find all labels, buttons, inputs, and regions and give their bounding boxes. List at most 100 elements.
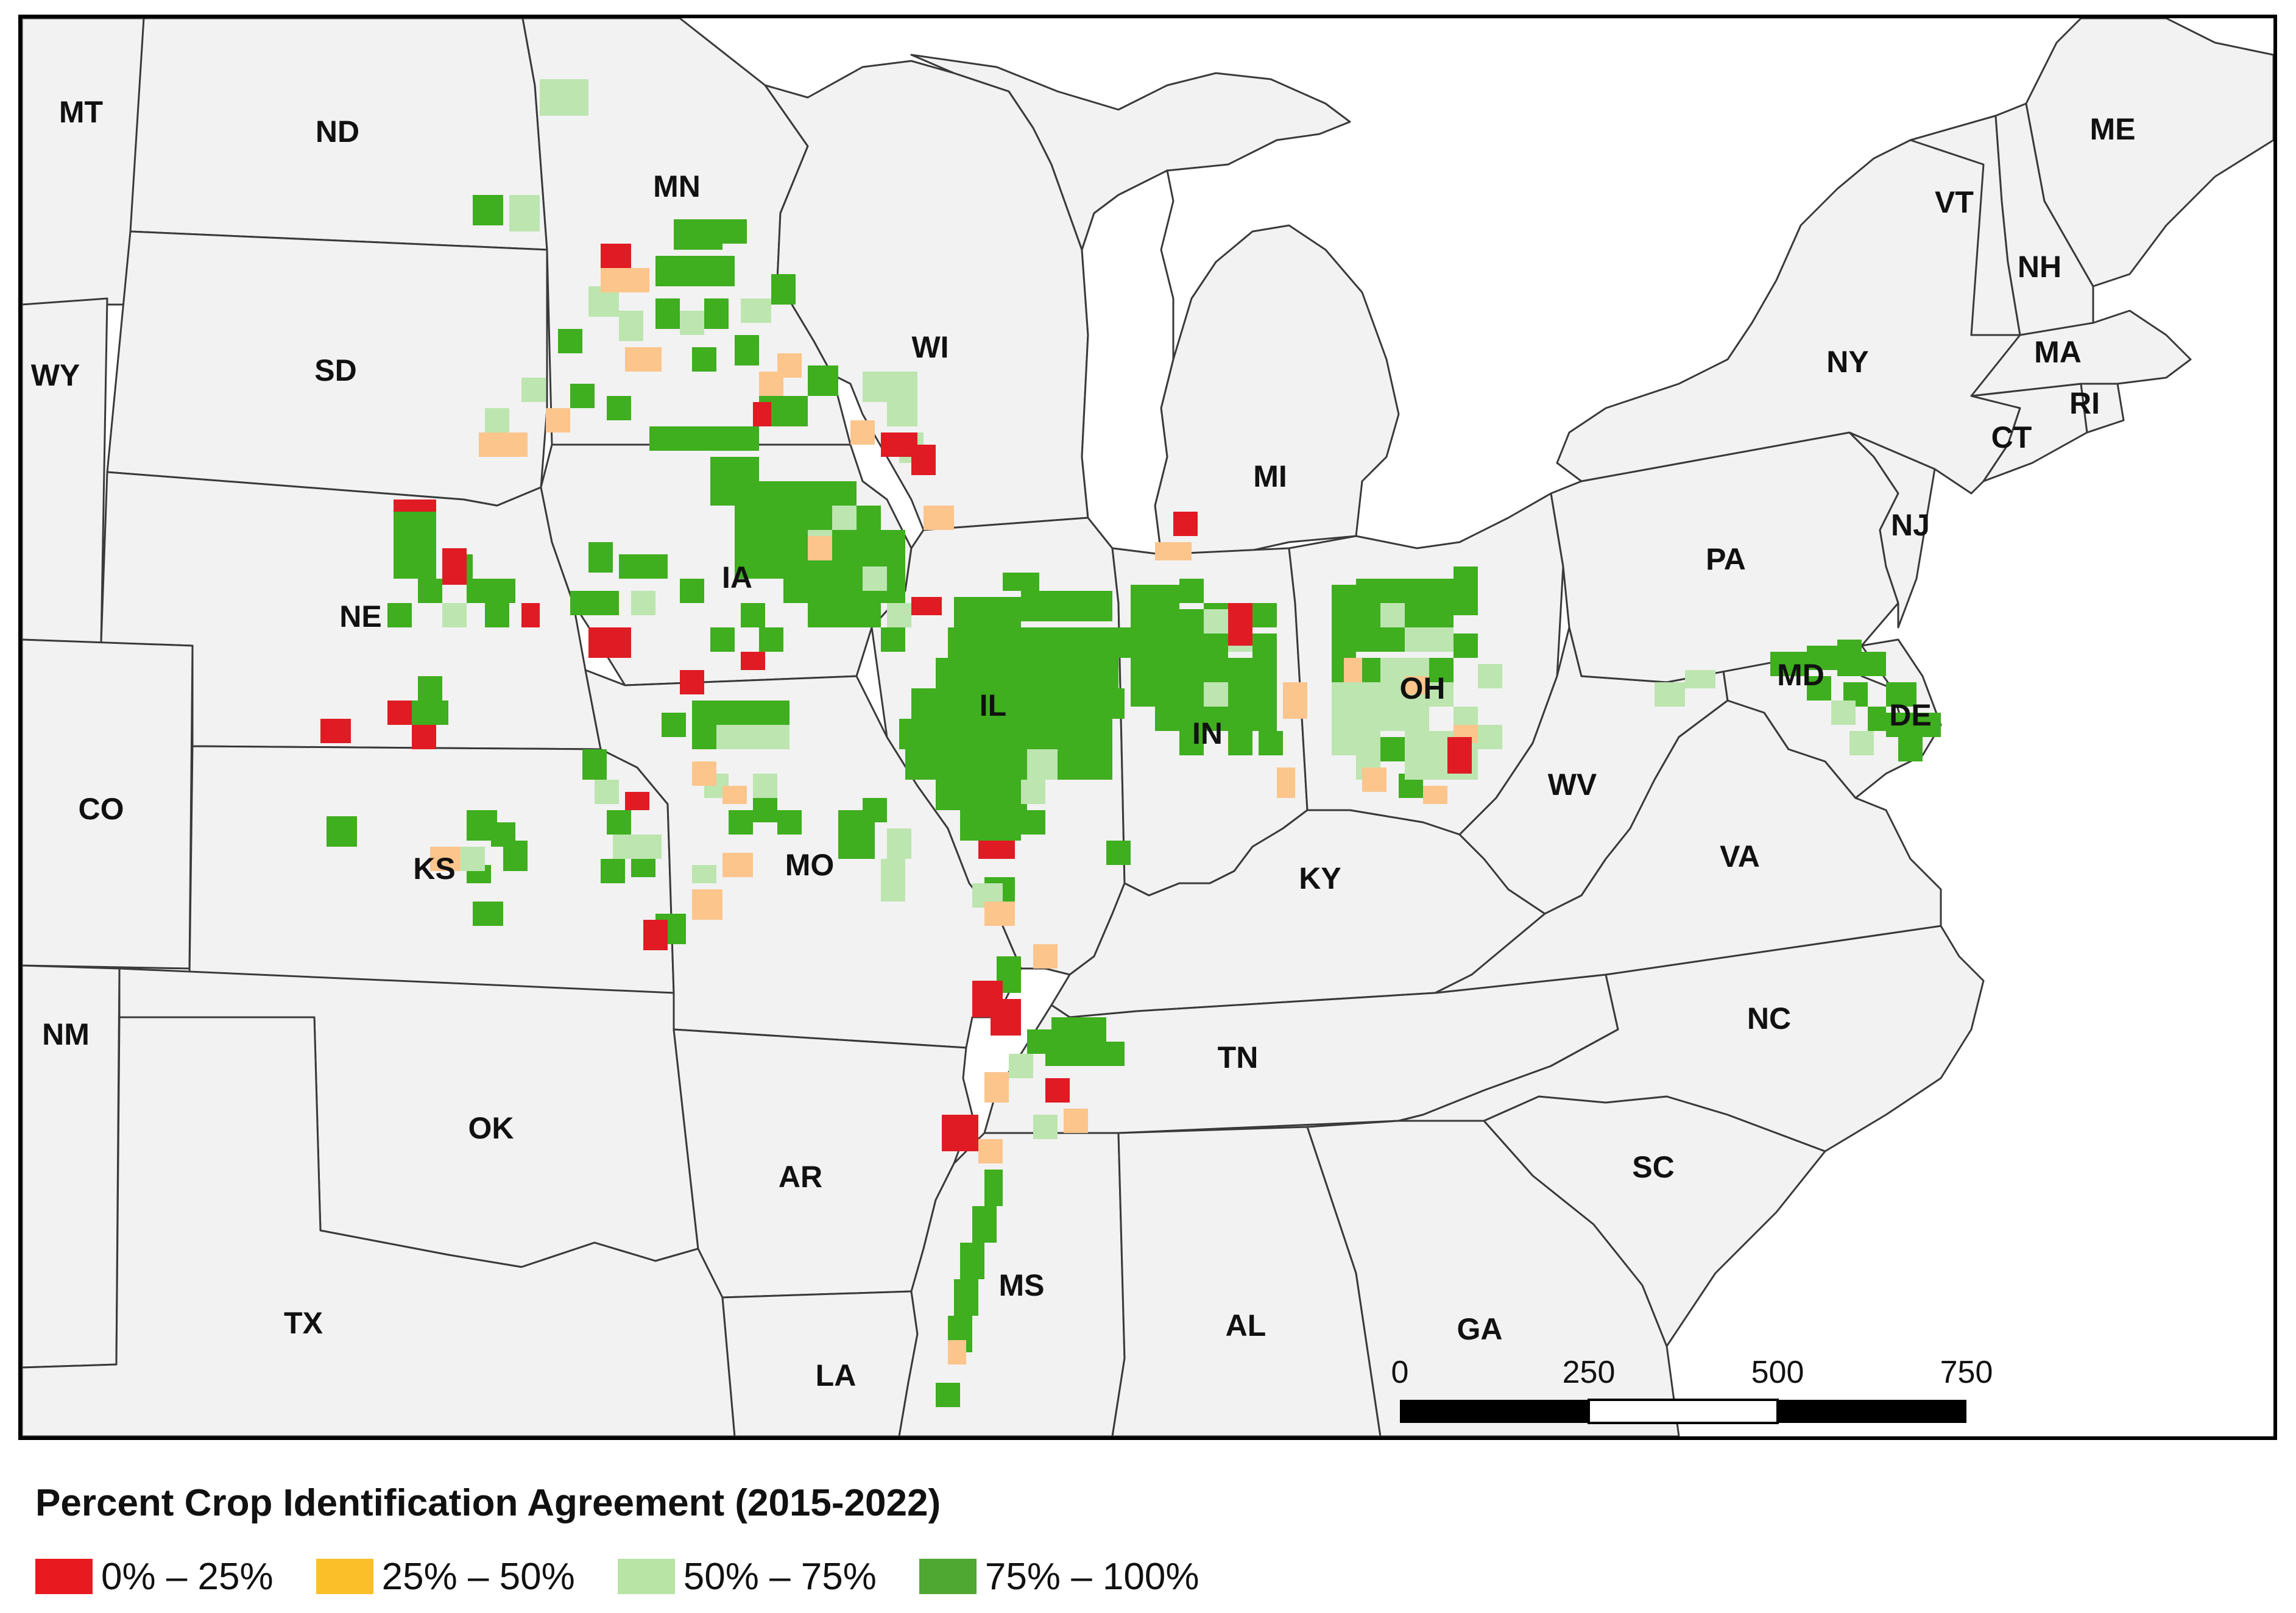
scale-bar-segment [1778,1400,1966,1423]
state-label: MA [2034,335,2082,369]
county-cell [442,603,467,627]
scale-tick-label: 0 [1391,1355,1409,1390]
state-shape-mi-lower [1154,224,1400,556]
county-cell [327,749,686,944]
county-cell [808,536,832,560]
state-label: WI [911,330,948,364]
county-cell [1228,603,1252,646]
state-label: CO [79,792,124,826]
state-label: ME [2090,112,2136,146]
scale-bar-segment [1400,1400,1589,1423]
state-label: MO [785,848,835,882]
legend-item: 0% – 25% [35,1555,274,1598]
county-cell [972,749,1058,908]
legend-title: Percent Crop Identification Agreement (2… [35,1482,941,1524]
map-frame: MT ND SD WY NE CO KS NM OK TX MN IA MO A… [18,15,2277,1440]
legend: 0% – 25% 25% – 50% 50% – 75% 75% – 100% [35,1552,1242,1601]
county-cell [1332,566,1478,798]
state-label: NM [42,1017,90,1051]
state-label: WY [31,358,80,392]
legend-label: 0% – 25% [101,1555,274,1598]
state-label: MI [1253,459,1287,493]
state-shape-nj [1848,431,1936,629]
legend-label: 50% – 75% [683,1555,877,1598]
state-label: KY [1299,861,1341,895]
county-cell [692,761,753,920]
state-label: OH [1400,671,1446,705]
county-cell [1655,670,1874,755]
state-label: TX [284,1306,323,1340]
state-label: VT [1935,185,1974,219]
state-label: RI [2069,386,2100,420]
state-label: MD [1777,658,1824,692]
county-cell [570,457,905,652]
state-label: NC [1747,1001,1791,1036]
county-cell [1009,1054,1058,1139]
county-cell [1277,682,1307,798]
state-shape-tx [22,1016,736,1436]
state-labels: MT ND SD WY NE CO KS NM OK TX MN IA MO A… [31,95,2136,1392]
county-cell [473,195,838,451]
county-cell [1155,542,1192,560]
legend-label: 25% – 50% [381,1555,575,1598]
state-label: DE [1889,698,1931,732]
state-label: NY [1826,345,1868,379]
county-cell [430,847,461,871]
legend-swatch [35,1559,93,1594]
state-label: OK [468,1111,514,1145]
county-cell [984,902,1058,969]
legend-label: 75% – 100% [984,1555,1199,1598]
state-label: AR [779,1160,822,1194]
legend-item: 25% – 50% [316,1555,575,1598]
state-label: SC [1632,1150,1674,1184]
state-shape-wy [22,297,108,644]
county-cell [692,725,911,902]
state-label: WV [1548,768,1597,802]
legend-swatch [316,1559,373,1594]
county-cell [948,1340,966,1364]
county-cell [899,573,1131,993]
state-label: NH [2018,250,2061,284]
legend-swatch [617,1559,675,1594]
scale-tick-label: 250 [1563,1355,1616,1390]
state-label: NE [339,599,381,634]
scale-bar: 0 250 500 750 [1391,1355,1993,1424]
lake-michigan [1081,169,1174,556]
map-canvas: MT ND SD WY NE CO KS NM OK TX MN IA MO A… [22,18,2273,1436]
state-label: AL [1226,1308,1266,1343]
county-cell [1344,658,1478,804]
state-label: SD [314,353,356,387]
county-cell [387,499,515,725]
state-label: IL [980,688,1006,722]
state-label: IA [722,560,752,595]
state-label: VA [1720,839,1760,874]
state-shape-mi-upper [910,54,1351,251]
scale-tick-label: 500 [1751,1355,1804,1390]
state-label: IN [1192,716,1223,750]
state-label: MS [999,1268,1045,1302]
state-label: KS [413,852,455,886]
state-label: MT [59,95,103,129]
county-cell [978,1072,1088,1163]
state-shape-nc [1397,925,1985,1152]
legend-item: 50% – 75% [617,1555,877,1598]
state-label: MN [653,169,701,203]
scale-tick-label: 750 [1940,1355,1993,1390]
state-label: LA [816,1358,857,1392]
state-label: CT [1991,420,2032,454]
state-label: GA [1457,1312,1503,1346]
county-agreement-cells [320,79,1941,1407]
county-cell [461,780,662,871]
county-cell [625,792,668,950]
county-cell [662,701,887,859]
state-label: ND [316,115,359,149]
county-cell [942,999,1070,1151]
state-shape-mt [22,18,145,306]
state-shape-ny [1556,127,2021,495]
state-label: NJ [1891,508,1930,542]
legend-swatch [919,1559,977,1594]
county-cell [601,244,936,475]
state-shape-me [2025,18,2273,288]
county-cell [1173,512,1198,536]
state-label: TN [1218,1040,1259,1075]
